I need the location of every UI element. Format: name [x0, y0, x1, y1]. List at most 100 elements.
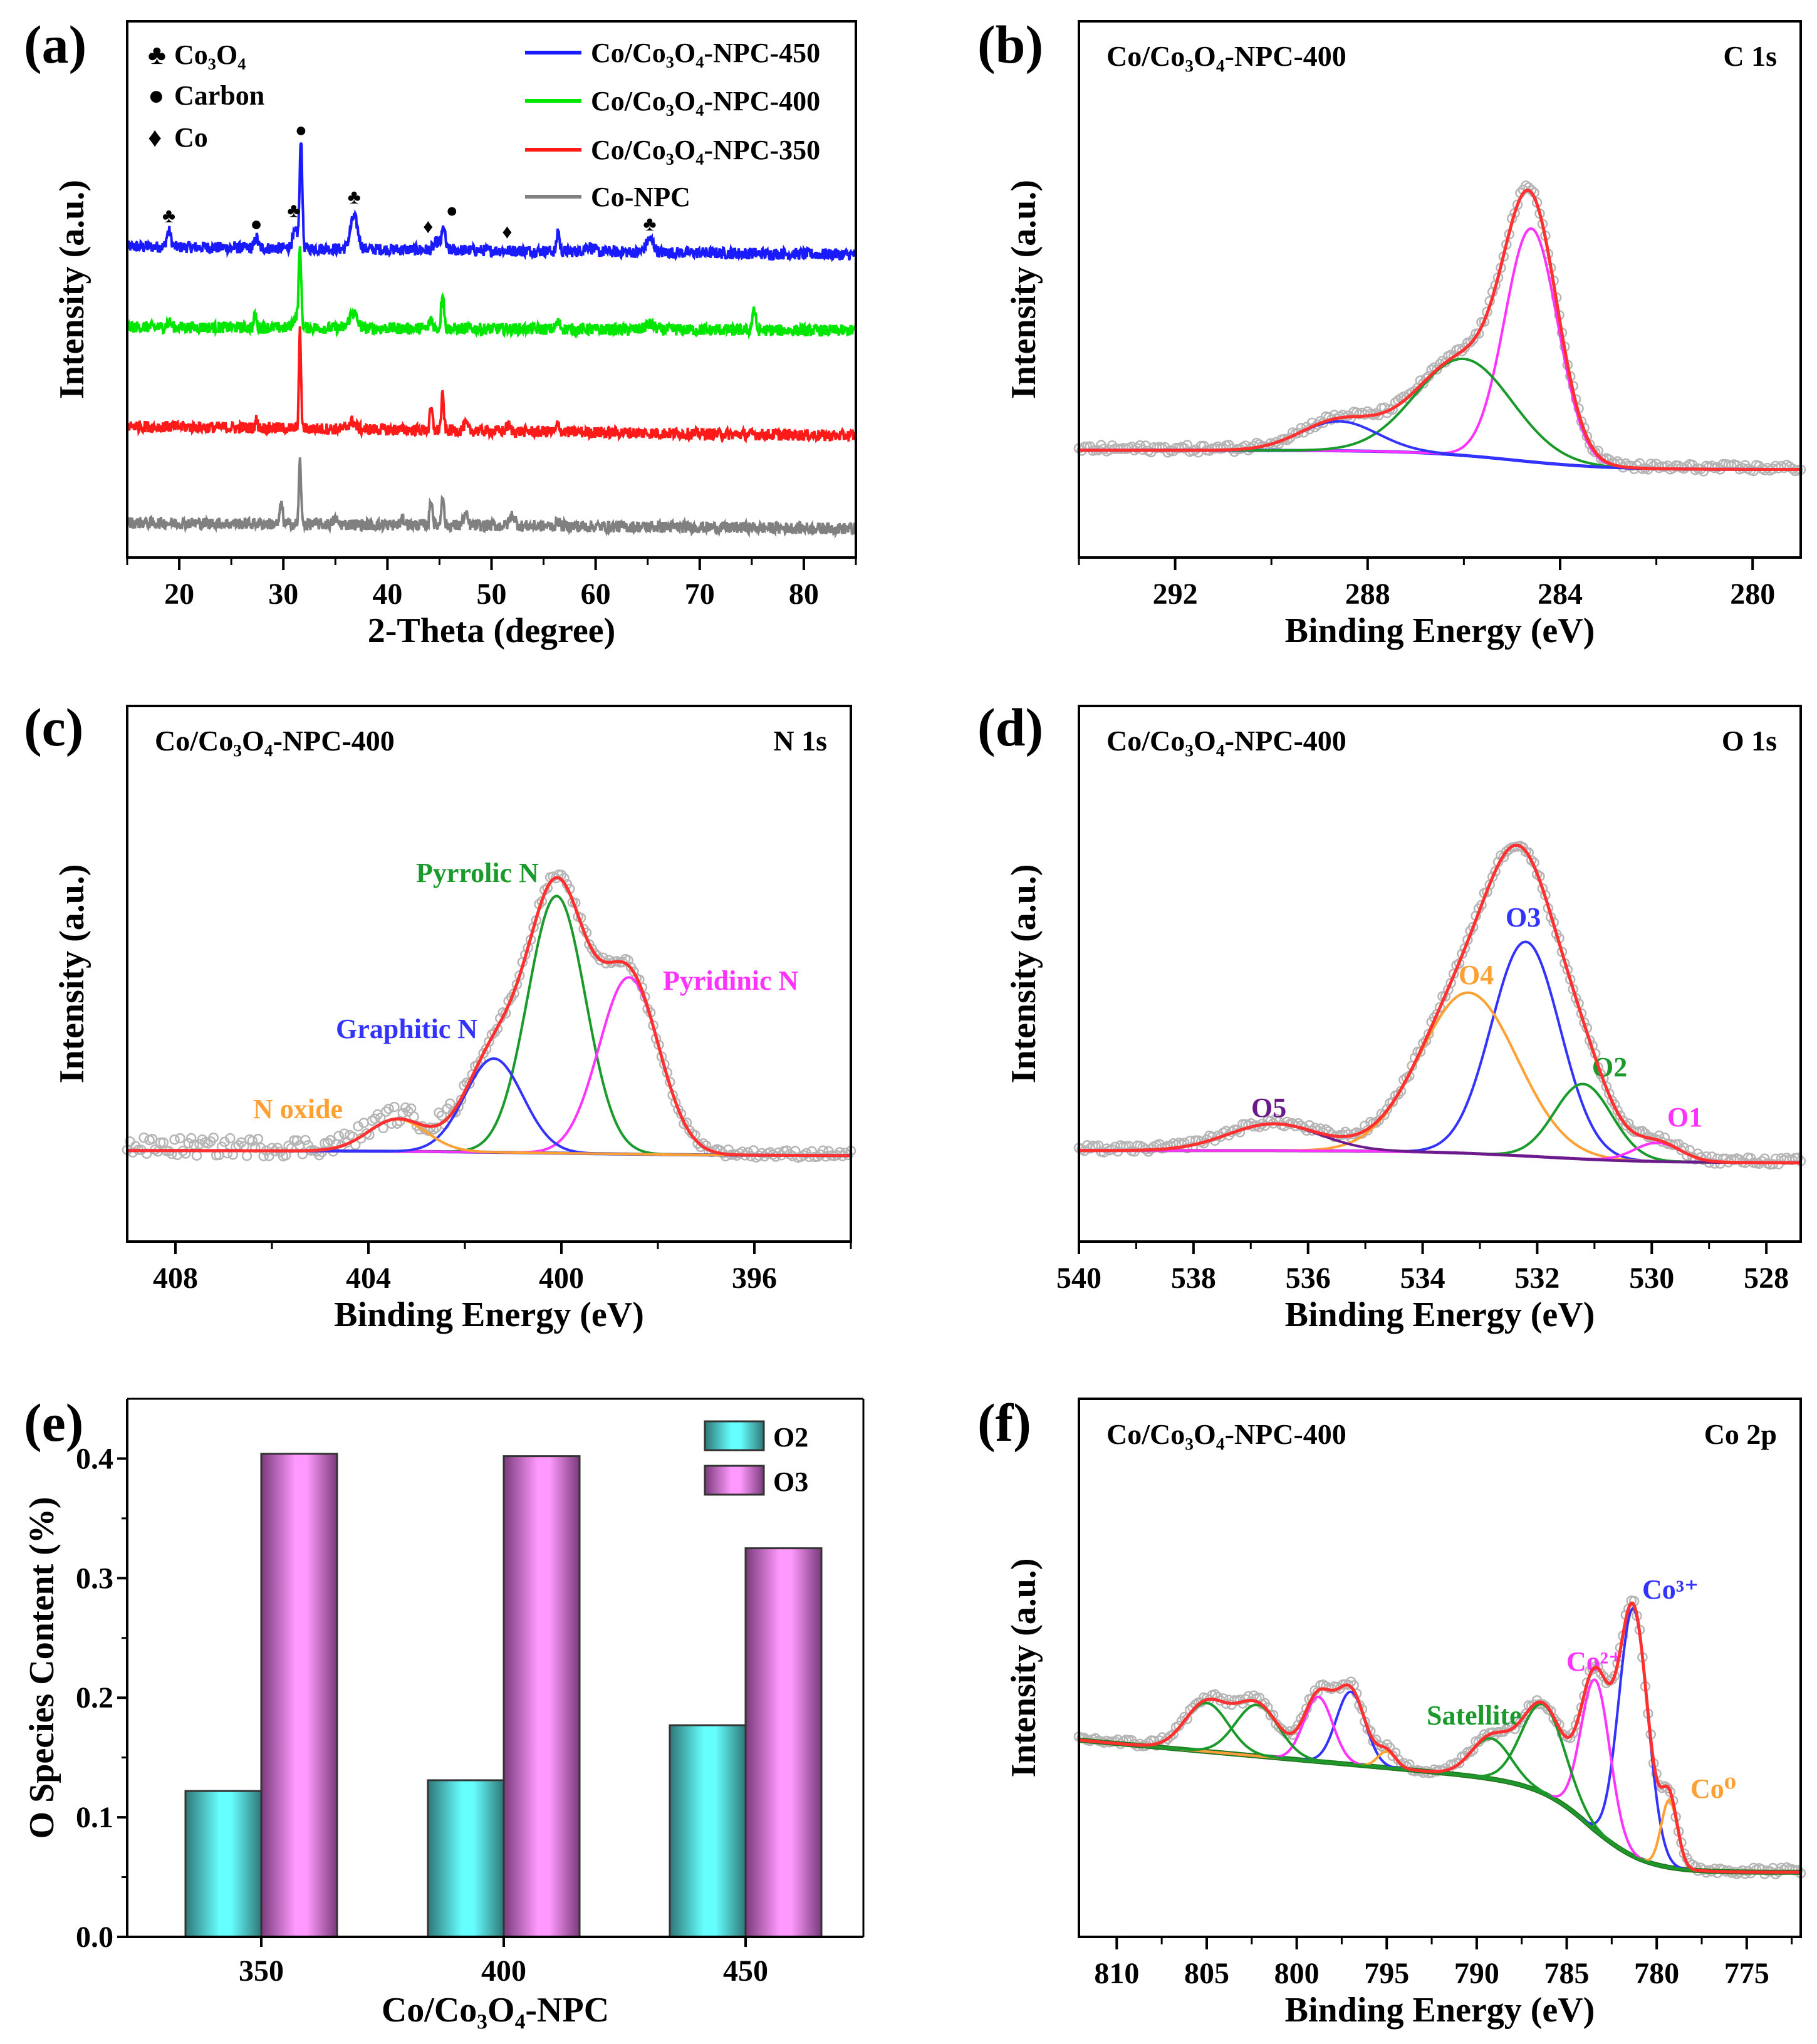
- raw-data-point: [1432, 364, 1442, 375]
- bar-O3-450: [744, 1547, 823, 1938]
- peak-label: O3: [1506, 902, 1541, 933]
- legend-marker-label: Co: [174, 122, 208, 153]
- x-tick-label: 80: [789, 578, 819, 611]
- raw-data-point: [1465, 337, 1476, 348]
- raw-data-point: [241, 1150, 253, 1161]
- x-tick-label: 350: [239, 1954, 284, 1988]
- peak-label: Graphitic N: [336, 1014, 477, 1044]
- legend-swatch-O3: [704, 1465, 765, 1496]
- raw-data-point: [253, 1133, 264, 1144]
- peak-label: Pyrrolic N: [416, 858, 539, 888]
- raw-data-point: [185, 1133, 197, 1144]
- panel-label: (f): [977, 1393, 1031, 1453]
- x-axis-title: Binding Energy (eV): [1285, 1991, 1595, 2030]
- y-tick-label: 0.0: [76, 1921, 113, 1954]
- plot-frame: [1078, 705, 1802, 1243]
- x-axis-title: Binding Energy (eV): [1285, 611, 1595, 650]
- x-axis-title: Binding Energy (eV): [1285, 1295, 1595, 1334]
- raw-data-points: [1073, 1595, 1806, 1880]
- background-line: [1078, 1737, 1801, 1875]
- x-tick-label: 534: [1400, 1262, 1445, 1295]
- raw-data-point: [191, 1150, 202, 1161]
- plot-area: Co³⁺ Co²⁺ Satellite Co⁰: [1073, 1574, 1806, 1880]
- x-tick-label: 785: [1544, 1957, 1590, 1990]
- x-tick-label: 280: [1730, 578, 1775, 611]
- peak-label: Satellite: [1427, 1700, 1522, 1731]
- panel-sample-label: Co/Co₃O₄-NPC-400: [1106, 725, 1346, 757]
- x-axis-title: Co/Co₃O₄-NPC: [382, 1991, 609, 2030]
- raw-data-point: [339, 1128, 350, 1139]
- legend-label-3: Co-NPC: [591, 182, 690, 212]
- raw-data-point: [1387, 1097, 1398, 1108]
- panel-label: (d): [977, 697, 1043, 757]
- x-tick-label: 408: [153, 1262, 198, 1295]
- panel-region-label: C 1s: [1723, 40, 1777, 72]
- x-tick-label: 288: [1345, 578, 1390, 611]
- x-tick-label: 800: [1274, 1957, 1320, 1990]
- panel-e: (e) Co/Co₃O₄-NPC O Species Content (%) O2 O3…: [23, 1393, 865, 2030]
- x-tick-label: 532: [1514, 1262, 1559, 1295]
- raw-data-point: [1454, 1758, 1465, 1768]
- xrd-pattern-3: [126, 457, 857, 539]
- xrd-pattern-1: [126, 246, 857, 340]
- plot-area: Pyrrolic N Pyridinic N Graphitic N N oxide: [122, 858, 856, 1163]
- legend-marker-label: Carbon: [174, 80, 264, 111]
- peak-label: Co³⁺: [1642, 1574, 1699, 1605]
- y-axis-title: Intensity (a.u.): [1004, 180, 1043, 399]
- legend-label-2: Co/Co₃O₄-NPC-350: [591, 135, 820, 165]
- panel-label: (c): [24, 697, 83, 757]
- bar-O2-350: [184, 1790, 263, 1938]
- panel-d: (d) Binding Energy (eV) Intensity (a.u.) Co…: [977, 697, 1806, 1334]
- raw-data-point: [183, 1138, 194, 1149]
- legend-marker-symbol: ♣: [148, 39, 166, 70]
- raw-data-point: [169, 1134, 180, 1145]
- raw-data-point: [1373, 1115, 1384, 1126]
- panel-c: (c) Binding Energy (eV) Intensity (a.u.) Co…: [24, 697, 856, 1334]
- x-tick-label: 780: [1634, 1957, 1679, 1990]
- peak-marker: ●: [295, 118, 307, 141]
- plot-frame: [126, 705, 852, 1243]
- peak-label: Co²⁺: [1566, 1646, 1623, 1677]
- raw-data-point: [1595, 1668, 1606, 1679]
- panel-region-label: Co 2p: [1704, 1418, 1777, 1450]
- x-tick-label: 790: [1454, 1957, 1499, 1990]
- raw-data-point: [1370, 1117, 1382, 1128]
- x-tick-label: 536: [1286, 1262, 1331, 1295]
- x-axis-title: Binding Energy (eV): [334, 1295, 644, 1334]
- x-tick-label: 30: [268, 578, 298, 611]
- raw-data-point: [333, 1131, 344, 1141]
- peak-marker: ●: [250, 212, 262, 235]
- y-axis-title: Intensity (a.u.): [53, 180, 91, 399]
- raw-data-point: [225, 1133, 236, 1144]
- x-tick-label: 292: [1153, 578, 1198, 611]
- plot-area: ♣ ● ♣ ● ♣ ♦ ● ♦ ♣: [126, 118, 857, 539]
- x-tick-label: 805: [1184, 1957, 1229, 1990]
- y-axis-title: Intensity (a.u.): [1004, 864, 1043, 1083]
- panel-region-label: N 1s: [773, 725, 827, 757]
- raw-data-points: [1073, 180, 1806, 477]
- peak-label: O1: [1667, 1102, 1702, 1133]
- peak-label: O4: [1459, 960, 1494, 990]
- legend-marker-label: Co₃O₄: [174, 39, 246, 70]
- bar-O3-400: [502, 1455, 581, 1938]
- xrd-pattern-0: [126, 142, 856, 262]
- plot-frame: [1078, 20, 1802, 559]
- fit-component-0: [127, 895, 851, 1157]
- raw-data-point: [1526, 855, 1537, 866]
- raw-data-point: [147, 1133, 158, 1144]
- fit-envelope: [1078, 1601, 1801, 1874]
- peak-label: O5: [1251, 1092, 1286, 1123]
- peak-marker: ♣: [348, 185, 361, 208]
- legend-marker-symbol: ♦: [148, 122, 162, 153]
- bar-O2-450: [669, 1724, 747, 1938]
- raw-data-point: [389, 1101, 400, 1113]
- x-tick-label: 538: [1171, 1262, 1216, 1295]
- plot-frame: [1078, 1398, 1802, 1938]
- x-tick-label: 400: [539, 1262, 584, 1295]
- x-tick-label: 450: [723, 1954, 768, 1988]
- peak-marker: ♣: [287, 199, 300, 221]
- raw-data-point: [1379, 1109, 1390, 1121]
- raw-data-point: [300, 1134, 311, 1146]
- legend-label-0: Co/Co₃O₄-NPC-450: [591, 38, 820, 68]
